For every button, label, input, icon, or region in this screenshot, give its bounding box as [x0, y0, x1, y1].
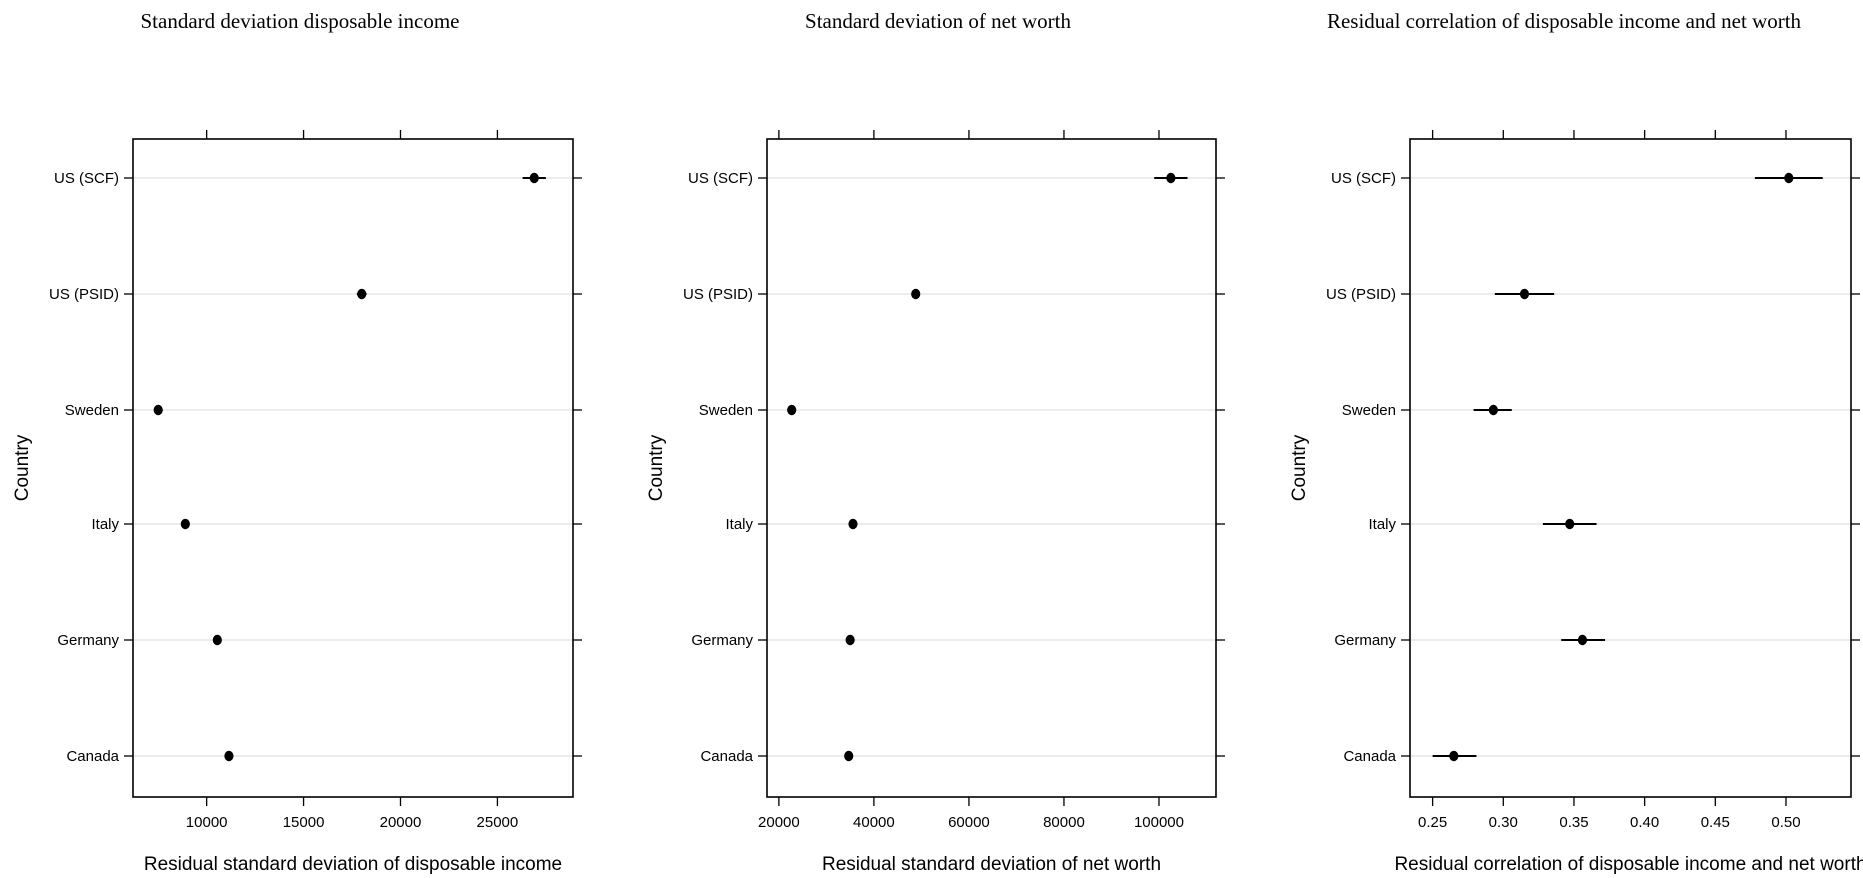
category-label: Sweden — [65, 402, 119, 419]
data-point — [1166, 172, 1176, 184]
data-point — [844, 750, 854, 762]
category-label: Canada — [1343, 748, 1396, 765]
x-tick-label: 80000 — [1043, 814, 1085, 831]
x-tick-label: 100000 — [1134, 814, 1184, 831]
x-axis-title: Residual standard deviation of disposabl… — [144, 854, 562, 875]
x-tick-label: 0.50 — [1771, 814, 1800, 831]
data-point — [1488, 404, 1498, 416]
data-point — [845, 634, 855, 646]
data-point — [153, 404, 163, 416]
data-point — [1577, 634, 1588, 646]
data-point — [787, 404, 797, 416]
x-tick-label: 20000 — [380, 814, 422, 831]
category-label: Italy — [91, 516, 119, 533]
data-point — [212, 634, 222, 646]
data-point — [529, 172, 539, 184]
x-axis-title: Residual correlation of disposable incom… — [1394, 854, 1863, 875]
plot-frame — [132, 138, 574, 798]
category-label: Germany — [1334, 632, 1396, 649]
x-tick-label: 60000 — [948, 814, 990, 831]
data-point — [1565, 518, 1575, 530]
category-label: US (SCF) — [1331, 170, 1396, 187]
x-tick-label: 0.35 — [1559, 814, 1588, 831]
panel-1: Standard deviation disposable income 1000… — [12, 9, 582, 875]
y-axis-title: Country — [1289, 434, 1310, 501]
panel-2: Standard deviation of net worth 20000 4000… — [646, 9, 1225, 875]
category-label: US (SCF) — [688, 170, 753, 187]
data-point — [911, 288, 921, 300]
category-label: US (SCF) — [54, 170, 119, 187]
plot-frame — [766, 138, 1217, 798]
category-label: Canada — [700, 748, 753, 765]
category-label: Italy — [1368, 516, 1396, 533]
x-axis-title: Residual standard deviation of net worth — [822, 854, 1161, 875]
y-axis-title: Country — [12, 434, 33, 501]
panel-title: Standard deviation of net worth — [805, 9, 1071, 33]
panel-title: Standard deviation disposable income — [140, 9, 459, 33]
category-label: Sweden — [1342, 402, 1396, 419]
category-label: Italy — [725, 516, 753, 533]
x-tick-label: 0.40 — [1630, 814, 1659, 831]
panel-3: Residual correlation of disposable incom… — [1289, 9, 1863, 875]
category-label: US (PSID) — [1326, 286, 1396, 303]
y-axis-title: Country — [646, 434, 667, 501]
category-label: Germany — [57, 632, 119, 649]
x-tick-label: 15000 — [283, 814, 325, 831]
x-tick-label: 0.30 — [1489, 814, 1518, 831]
x-tick-label: 25000 — [477, 814, 519, 831]
data-point — [1784, 172, 1794, 184]
x-tick-label: 10000 — [186, 814, 228, 831]
category-label: US (PSID) — [49, 286, 119, 303]
panel-title: Residual correlation of disposable incom… — [1327, 9, 1802, 33]
data-point — [224, 750, 234, 762]
x-tick-label: 40000 — [853, 814, 895, 831]
plot-frame — [1409, 138, 1852, 798]
data-point — [180, 518, 190, 530]
data-point — [848, 518, 858, 530]
category-label: US (PSID) — [683, 286, 753, 303]
category-label: Canada — [66, 748, 119, 765]
x-tick-label: 0.25 — [1418, 814, 1447, 831]
data-point — [1449, 750, 1459, 762]
category-label: Sweden — [699, 402, 753, 419]
category-label: Germany — [691, 632, 753, 649]
data-point — [1519, 288, 1530, 300]
data-point — [357, 288, 367, 300]
x-tick-label: 20000 — [758, 814, 800, 831]
x-tick-label: 0.45 — [1701, 814, 1730, 831]
